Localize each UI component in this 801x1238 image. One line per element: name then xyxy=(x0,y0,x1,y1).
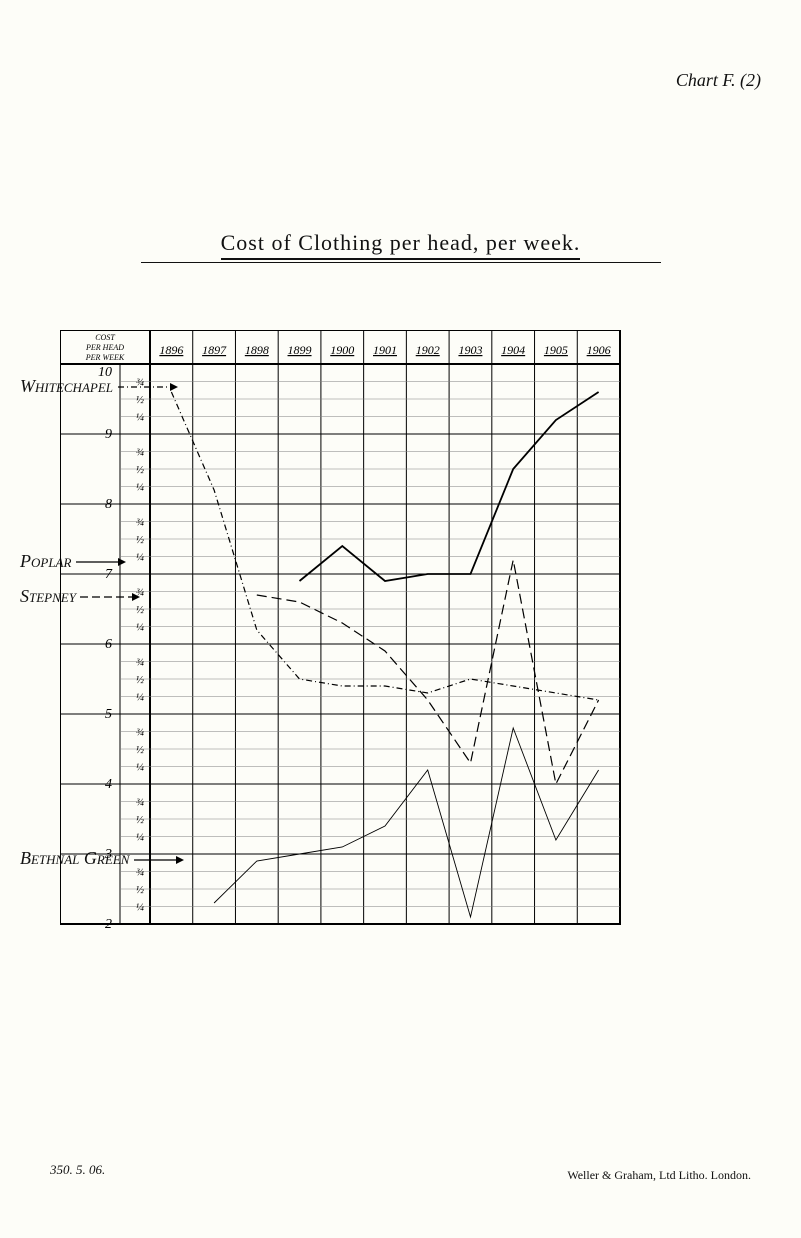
svg-text:¾: ¾ xyxy=(136,377,144,389)
corner-label: Chart F. (2) xyxy=(676,70,761,91)
svg-text:½: ½ xyxy=(136,604,144,616)
svg-text:1903: 1903 xyxy=(458,343,482,357)
svg-text:½: ½ xyxy=(136,884,144,896)
svg-text:¼: ¼ xyxy=(136,902,144,914)
svg-text:¼: ¼ xyxy=(136,412,144,424)
svg-text:¾: ¾ xyxy=(136,517,144,529)
series-Stepney xyxy=(257,560,599,784)
svg-text:1900: 1900 xyxy=(330,343,354,357)
title-underline xyxy=(141,262,661,263)
svg-text:¼: ¼ xyxy=(136,832,144,844)
svg-text:¼: ¼ xyxy=(136,482,144,494)
chart-svg: COSTPER HEADPER WEEK 1896 1897 1898 1899 1900… xyxy=(60,330,760,950)
svg-text:1897: 1897 xyxy=(202,343,227,357)
svg-text:1904: 1904 xyxy=(501,343,525,357)
chart-title: Cost of Clothing per head, per week. xyxy=(0,230,801,263)
svg-text:8: 8 xyxy=(105,497,112,512)
svg-text:¼: ¼ xyxy=(136,762,144,774)
footer-right: Weller & Graham, Ltd Litho. London. xyxy=(567,1168,751,1183)
svg-text:1899: 1899 xyxy=(288,343,312,357)
svg-text:¼: ¼ xyxy=(136,622,144,634)
svg-text:¾: ¾ xyxy=(136,447,144,459)
svg-text:¾: ¾ xyxy=(136,587,144,599)
page: Chart F. (2) Cost of Clothing per head, … xyxy=(0,0,801,1238)
svg-text:1896: 1896 xyxy=(159,343,183,357)
title-text: Cost of Clothing per head, per week. xyxy=(221,230,581,260)
svg-text:½: ½ xyxy=(136,534,144,546)
svg-text:1905: 1905 xyxy=(544,343,568,357)
svg-text:4: 4 xyxy=(105,777,112,792)
svg-text:¼: ¼ xyxy=(136,552,144,564)
svg-text:1898: 1898 xyxy=(245,343,269,357)
svg-text:PER HEAD: PER HEAD xyxy=(85,343,124,352)
svg-text:½: ½ xyxy=(136,464,144,476)
svg-text:¾: ¾ xyxy=(136,797,144,809)
svg-text:¾: ¾ xyxy=(136,657,144,669)
svg-text:3: 3 xyxy=(104,847,112,862)
footer-left: 350. 5. 06. xyxy=(50,1162,105,1178)
svg-text:½: ½ xyxy=(136,394,144,406)
chart: COSTPER HEADPER WEEK 1896 1897 1898 1899 1900… xyxy=(60,330,760,950)
svg-text:¼: ¼ xyxy=(136,692,144,704)
svg-text:PER WEEK: PER WEEK xyxy=(85,353,125,362)
svg-text:½: ½ xyxy=(136,744,144,756)
svg-text:1906: 1906 xyxy=(587,343,611,357)
svg-text:¾: ¾ xyxy=(136,727,144,739)
svg-text:½: ½ xyxy=(136,674,144,686)
svg-text:7: 7 xyxy=(105,567,113,582)
svg-text:5: 5 xyxy=(105,707,112,722)
svg-text:10: 10 xyxy=(98,365,112,380)
svg-text:6: 6 xyxy=(105,637,112,652)
svg-text:½: ½ xyxy=(136,814,144,826)
svg-text:9: 9 xyxy=(105,427,112,442)
svg-text:¾: ¾ xyxy=(136,867,144,879)
svg-text:1902: 1902 xyxy=(416,343,440,357)
svg-text:2: 2 xyxy=(105,917,112,932)
svg-text:1901: 1901 xyxy=(373,343,397,357)
svg-text:COST: COST xyxy=(95,333,115,342)
